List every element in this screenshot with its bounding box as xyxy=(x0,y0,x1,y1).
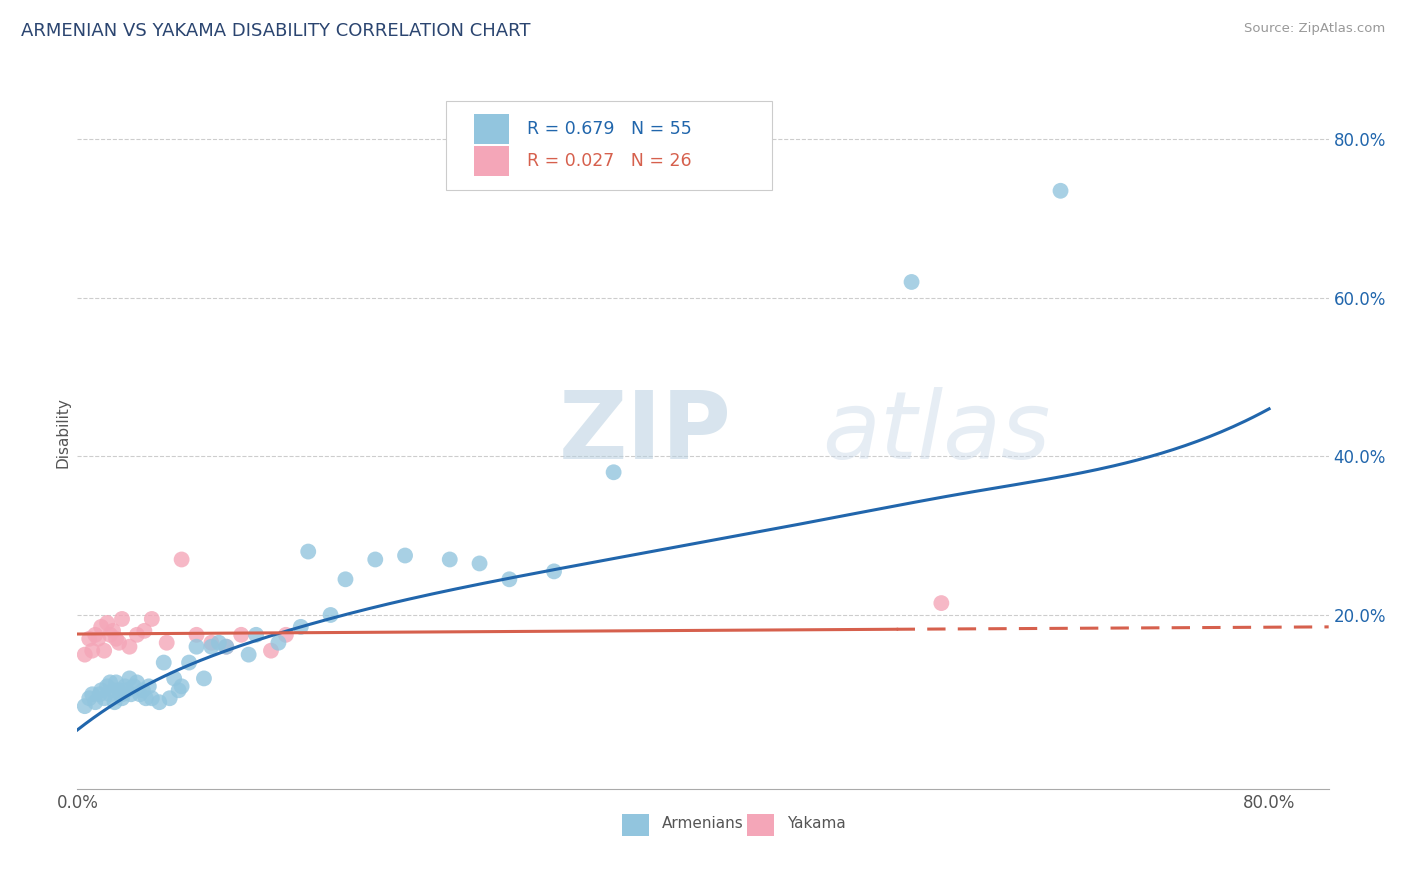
Point xyxy=(274,628,297,642)
Point xyxy=(167,683,190,698)
Point xyxy=(602,465,624,479)
Point xyxy=(163,672,186,686)
Point xyxy=(186,640,208,654)
Text: R = 0.027   N = 26: R = 0.027 N = 26 xyxy=(527,153,692,170)
Point xyxy=(98,675,121,690)
Point xyxy=(132,683,155,698)
Point xyxy=(82,687,104,701)
Point xyxy=(120,687,142,701)
Point xyxy=(90,620,112,634)
Point xyxy=(90,683,112,698)
Point xyxy=(148,695,170,709)
Point xyxy=(141,691,163,706)
Point xyxy=(138,679,160,693)
Point xyxy=(93,643,115,657)
Point xyxy=(231,628,253,642)
Point xyxy=(118,672,141,686)
Point xyxy=(73,648,96,662)
Point xyxy=(267,636,290,650)
Point xyxy=(98,628,121,642)
Bar xyxy=(747,814,775,836)
Point xyxy=(468,557,491,571)
Y-axis label: Disability: Disability xyxy=(55,397,70,468)
Bar xyxy=(474,146,509,177)
Point xyxy=(1049,184,1071,198)
Point xyxy=(215,640,238,654)
Point xyxy=(931,596,953,610)
Point xyxy=(73,699,96,714)
Point xyxy=(115,683,138,698)
Point xyxy=(193,672,215,686)
Point xyxy=(141,612,163,626)
Point xyxy=(82,643,104,657)
Point xyxy=(134,624,156,638)
Point xyxy=(98,687,121,701)
Point xyxy=(105,632,128,646)
Point xyxy=(105,675,128,690)
Point xyxy=(77,691,100,706)
Point xyxy=(103,695,125,709)
Point xyxy=(260,643,283,657)
Point xyxy=(108,636,131,650)
Point xyxy=(186,628,208,642)
Point xyxy=(335,572,357,586)
Text: ZIP: ZIP xyxy=(560,386,733,479)
Bar xyxy=(621,814,650,836)
Point xyxy=(439,552,461,566)
Text: ARMENIAN VS YAKAMA DISABILITY CORRELATION CHART: ARMENIAN VS YAKAMA DISABILITY CORRELATIO… xyxy=(21,22,530,40)
Point xyxy=(159,691,181,706)
Point xyxy=(87,632,110,646)
Point xyxy=(297,544,319,558)
Point xyxy=(152,656,174,670)
Point xyxy=(543,565,565,579)
Bar xyxy=(474,114,509,145)
Point xyxy=(177,656,200,670)
Point xyxy=(84,695,107,709)
Point xyxy=(111,687,134,701)
Point xyxy=(215,640,238,654)
Point xyxy=(170,679,193,693)
Point xyxy=(101,683,124,698)
Point xyxy=(238,648,260,662)
Point xyxy=(290,620,312,634)
Point xyxy=(114,679,136,693)
Point xyxy=(89,687,111,701)
Point xyxy=(245,628,267,642)
Text: Armenians: Armenians xyxy=(662,816,744,831)
Point xyxy=(129,687,152,701)
Point xyxy=(101,624,124,638)
Text: Yakama: Yakama xyxy=(787,816,845,831)
Point xyxy=(200,640,222,654)
Point xyxy=(96,679,118,693)
Point xyxy=(170,552,193,566)
Text: Source: ZipAtlas.com: Source: ZipAtlas.com xyxy=(1244,22,1385,36)
Point xyxy=(108,683,131,698)
Point xyxy=(96,615,118,630)
Point xyxy=(84,628,107,642)
Text: R = 0.679   N = 55: R = 0.679 N = 55 xyxy=(527,120,692,138)
Point xyxy=(93,691,115,706)
Point xyxy=(364,552,387,566)
Point xyxy=(498,572,520,586)
Point xyxy=(125,675,148,690)
Point xyxy=(118,640,141,654)
Point xyxy=(200,636,222,650)
Text: atlas: atlas xyxy=(823,387,1050,478)
Point xyxy=(900,275,922,289)
Point xyxy=(394,549,416,563)
Point xyxy=(156,636,179,650)
Point xyxy=(208,636,231,650)
Point xyxy=(135,691,157,706)
Point xyxy=(125,628,148,642)
FancyBboxPatch shape xyxy=(447,101,772,190)
Point xyxy=(111,612,134,626)
Point xyxy=(111,691,134,706)
Point xyxy=(122,679,145,693)
Point xyxy=(77,632,100,646)
Point xyxy=(319,607,342,622)
